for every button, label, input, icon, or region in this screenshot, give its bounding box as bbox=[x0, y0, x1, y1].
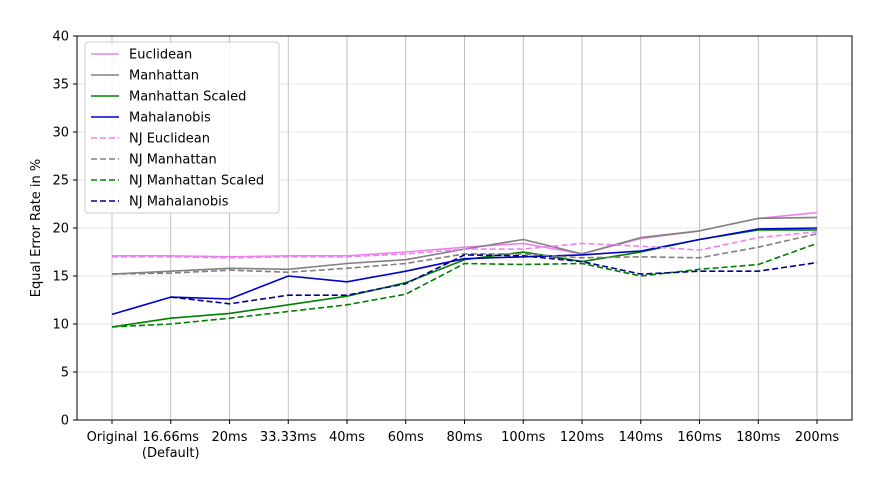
y-tick-label: 40 bbox=[52, 30, 69, 45]
x-tick-label: 60ms bbox=[388, 430, 424, 445]
y-tick-label: 20 bbox=[52, 222, 69, 237]
x-tick-label: 200ms bbox=[795, 430, 839, 445]
y-tick-label: 5 bbox=[61, 366, 69, 381]
y-tick-label: 0 bbox=[61, 414, 69, 429]
x-tick-label: 180ms bbox=[736, 430, 780, 445]
x-tick-label: 120ms bbox=[560, 430, 604, 445]
legend-label: NJ Manhattan bbox=[129, 153, 217, 168]
y-tick-label: 10 bbox=[52, 318, 69, 333]
series-line-nj-euclidean bbox=[112, 231, 818, 259]
x-tick-label: 80ms bbox=[447, 430, 483, 445]
legend-label: Mahalanobis bbox=[129, 111, 211, 126]
x-tick-label: 20ms bbox=[212, 430, 248, 445]
x-tick-label: 100ms bbox=[501, 430, 545, 445]
legend-label: NJ Euclidean bbox=[129, 132, 210, 147]
legend-label: NJ Manhattan Scaled bbox=[129, 174, 264, 189]
y-tick-label: 15 bbox=[52, 270, 69, 285]
legend: Euclidean Manhattan Manhattan Scaled Mahala… bbox=[84, 41, 280, 214]
series-line-nj-mahalanobis bbox=[170, 254, 818, 305]
legend-label: Euclidean bbox=[129, 48, 192, 63]
legend-label: NJ Mahalanobis bbox=[129, 195, 229, 210]
legend-label: Manhattan Scaled bbox=[129, 90, 246, 105]
x-tick-label: 160ms bbox=[677, 430, 721, 445]
series-lines bbox=[111, 211, 818, 328]
x-tick-label: 33.33ms bbox=[260, 430, 317, 445]
series-line-nj-manhattan bbox=[111, 233, 818, 275]
series-line-mahalanobis bbox=[111, 227, 818, 316]
y-tick-label: 35 bbox=[52, 78, 69, 93]
x-tick-label: 40ms bbox=[329, 430, 365, 445]
x-axis: Original 16.66ms(Default) 20ms 33.33ms 40ms 6… bbox=[87, 420, 839, 461]
x-tick-label: Original bbox=[87, 430, 138, 445]
y-axis: 0 5 10 15 20 25 30 35 40 bbox=[52, 30, 77, 429]
y-tick-label: 30 bbox=[52, 126, 69, 141]
x-tick-sublabel: (Default) bbox=[142, 446, 200, 461]
series-line-nj-manhattan-scaled bbox=[111, 242, 818, 328]
y-tick-label: 25 bbox=[52, 174, 69, 189]
legend-box bbox=[84, 41, 280, 214]
legend-label: Manhattan bbox=[129, 69, 199, 84]
x-tick-label: 16.66ms bbox=[142, 430, 199, 445]
y-axis-label: Equal Error Rate in % bbox=[29, 159, 44, 298]
x-tick-label: 140ms bbox=[619, 430, 663, 445]
